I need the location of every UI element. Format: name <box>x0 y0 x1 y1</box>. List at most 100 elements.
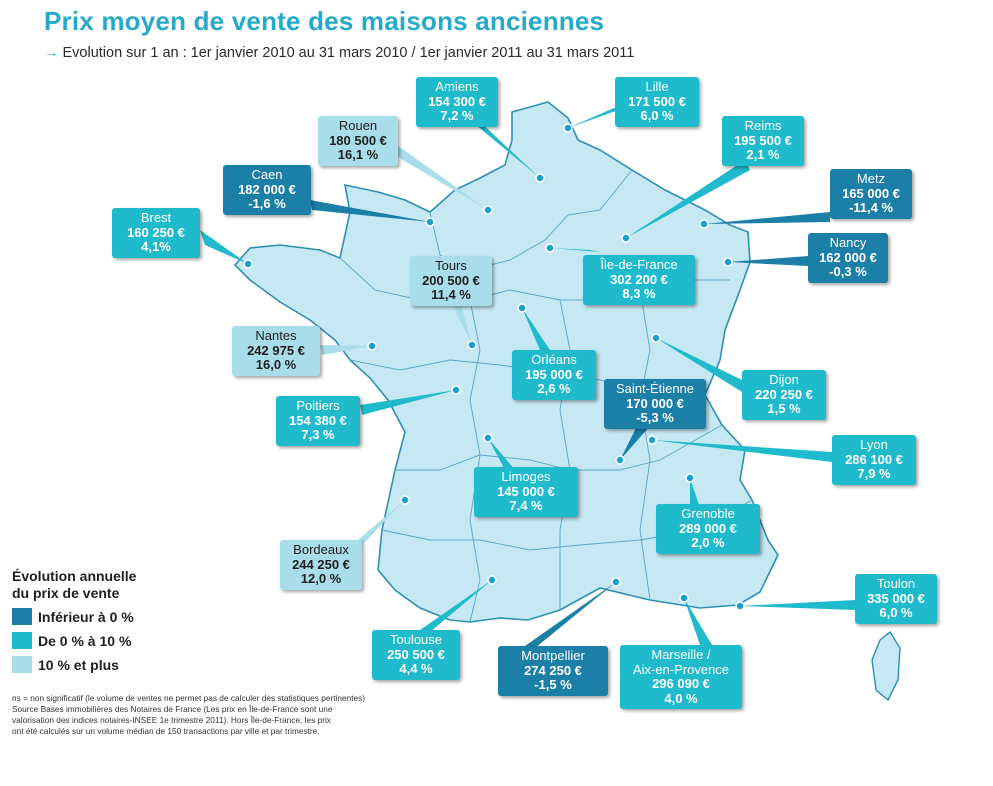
footnote-line: ont été calculés sur un volume médian de… <box>12 726 320 736</box>
city-name: Poitiers <box>296 398 340 413</box>
city-name: Bordeaux <box>293 542 349 557</box>
city-change: 16,0 % <box>255 357 297 372</box>
city-dot <box>487 575 497 585</box>
city-change: 2,6 % <box>537 381 571 396</box>
city-name: Nantes <box>255 328 297 343</box>
city-change: 6,0 % <box>879 605 913 620</box>
leader-lines <box>200 108 855 648</box>
city-price: 145 000 € <box>497 483 555 499</box>
leader-line <box>450 300 472 345</box>
region-border <box>395 424 723 471</box>
leader-line <box>568 108 624 128</box>
city-name: Marseille / <box>651 647 711 662</box>
city-label-toulon: Toulon 335 000 €6,0 % <box>855 574 937 624</box>
legend-title: Évolution annuelle du prix de vente <box>12 568 212 602</box>
leader-line <box>656 338 742 392</box>
city-dot <box>679 593 689 603</box>
city-change: 7,2 % <box>440 108 474 123</box>
city-name: Limoges <box>501 469 551 484</box>
city-name: Lille <box>645 79 669 94</box>
leader-line <box>522 308 550 350</box>
city-label-bordeaux: Bordeaux 244 250 €12,0 % <box>280 540 362 590</box>
city-price: 220 250 € <box>755 386 813 402</box>
page-title: Prix moyen de vente des maisons ancienne… <box>44 6 605 36</box>
city-label-amiens: Amiens 154 300 €7,2 % <box>416 77 498 127</box>
city-label-montpellier: Montpellier 274 250 € -1,5 % <box>498 646 608 696</box>
legend-item-high: 10 % et plus <box>12 655 212 674</box>
footnote-line: Source Bases immobilières des Notaires d… <box>12 704 333 714</box>
region-border <box>469 299 481 623</box>
city-change: 16,1 % <box>337 147 379 162</box>
city-label-reims: Reims 195 500 €2,1 % <box>722 116 804 166</box>
city-label-tours: Tours 200 500 €11,4 % <box>410 256 492 306</box>
city-dot <box>467 340 477 350</box>
city-dot <box>563 123 573 133</box>
footnote-line: ns = non significatif (le volume de vent… <box>12 693 366 703</box>
city-dot <box>425 217 435 227</box>
leader-line <box>310 200 430 222</box>
city-price: 242 975 € <box>247 342 305 358</box>
leader-line <box>620 420 650 460</box>
legend-label: De 0 % à 10 % <box>38 632 132 649</box>
city-change: 12,0 % <box>300 571 342 586</box>
legend-title-line2: du prix de vente <box>12 585 120 601</box>
city-dot <box>615 455 625 465</box>
city-price: 154 380 € <box>289 412 347 428</box>
corsica-outline <box>871 630 901 702</box>
arrow-right-icon: → <box>44 45 59 61</box>
city-price: 180 500 € <box>329 132 387 148</box>
city-label-brest: Brest 160 250 €4,1% <box>112 208 200 258</box>
leader-line <box>690 478 700 508</box>
city-dot <box>611 577 621 587</box>
city-change: -0,3 % <box>829 264 867 279</box>
city-dot <box>621 233 631 243</box>
city-change: 7,3 % <box>301 427 335 442</box>
legend-swatch <box>12 632 32 649</box>
leader-line <box>488 438 515 470</box>
city-price: 162 000 € <box>819 249 877 265</box>
legend-title-line1: Évolution annuelle <box>12 568 137 584</box>
city-price: 250 500 € <box>387 646 445 662</box>
city-label-metz: Metz 165 000 € -11,4 % <box>830 169 912 219</box>
leader-line <box>728 256 808 266</box>
city-price: 170 000 € <box>626 395 684 411</box>
city-name: Nancy <box>829 235 867 250</box>
city-dot <box>723 257 733 267</box>
city-price: 274 250 € <box>524 662 582 678</box>
city-change: 4,0 % <box>664 690 698 706</box>
city-dot <box>735 601 745 611</box>
city-label-lille: Lille 171 500 €6,0 % <box>615 77 699 127</box>
legend-swatch <box>12 656 32 673</box>
footnotes: ns = non significatif (le volume de vent… <box>12 693 502 737</box>
city-change: 2,0 % <box>691 535 725 550</box>
city-label-limoges: Limoges 145 000 €7,4 % <box>474 467 578 517</box>
city-name: Amiens <box>435 79 479 94</box>
city-name: Toulouse <box>389 632 443 647</box>
city-price: 171 500 € <box>628 93 686 109</box>
city-price: 286 100 € <box>845 451 903 467</box>
city-name: Grenoble <box>681 506 735 521</box>
city-label-orleans: Orléans 195 000 €2,6 % <box>512 350 596 400</box>
city-price: 195 000 € <box>525 366 583 382</box>
city-label-idf: Île-de-France 302 200 €8,3 % <box>583 255 695 305</box>
city-name: Caen <box>251 167 283 182</box>
city-dot <box>699 219 709 229</box>
city-change: 4,1% <box>141 239 171 254</box>
city-price: 154 300 € <box>428 93 486 109</box>
city-label-grenoble: Grenoble 289 000 €2,0 % <box>656 504 760 554</box>
city-name: Brest <box>140 210 172 225</box>
city-name: Metz <box>856 171 886 186</box>
city-label-nantes: Nantes 242 975 €16,0 % <box>232 326 320 376</box>
city-name: Reims <box>744 118 782 133</box>
city-change: 7,4 % <box>509 498 543 513</box>
leader-line <box>684 598 712 645</box>
city-dot <box>647 435 657 445</box>
city-change: 4,4 % <box>399 661 433 676</box>
city-change: 2,1 % <box>746 147 780 162</box>
leader-line <box>740 600 855 610</box>
city-label-poitiers: Poitiers 154 380 €7,3 % <box>276 396 360 446</box>
city-price: 302 200 € <box>610 271 668 287</box>
leader-line <box>626 160 750 238</box>
city-name: Montpellier <box>521 648 585 663</box>
